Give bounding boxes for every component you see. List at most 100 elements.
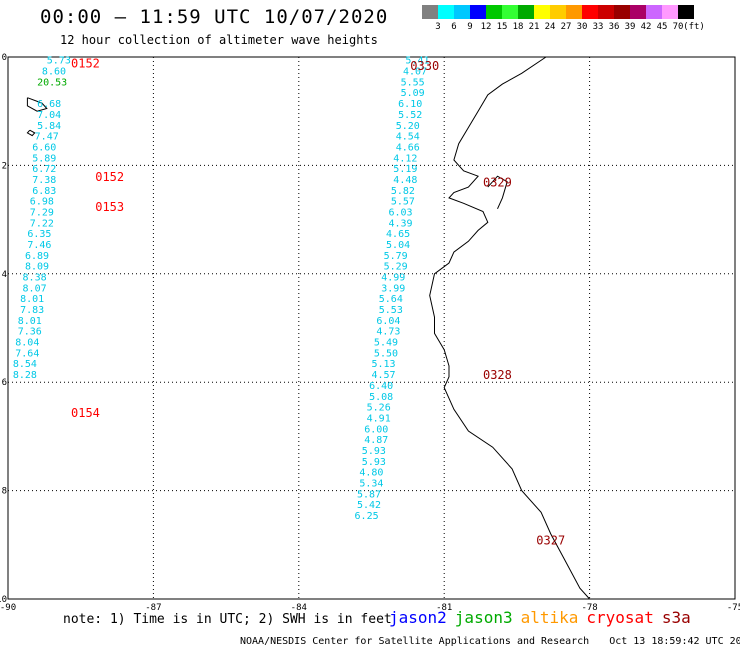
wave-height-value: 5.41 xyxy=(405,56,429,67)
color-swatch xyxy=(598,5,614,19)
wave-height-value: 6.35 xyxy=(27,229,51,240)
pass-time-label: 0328 xyxy=(483,368,512,382)
pass-time-label: 0152 xyxy=(71,56,100,70)
wave-height-value: 4.91 xyxy=(367,413,391,424)
wave-height-value: 5.93 xyxy=(362,457,386,468)
wave-height-value: 5.79 xyxy=(384,251,408,262)
island-outline xyxy=(26,129,36,137)
color-scale-bar xyxy=(422,5,694,19)
wave-height-value: 5.49 xyxy=(374,338,398,349)
wave-height-value: 7.38 xyxy=(32,175,56,186)
wave-height-value: 5.50 xyxy=(374,348,398,359)
color-swatch xyxy=(678,5,694,19)
pass-time-label: 0330 xyxy=(410,59,439,73)
legend-item-s3a: s3a xyxy=(661,608,691,627)
wave-height-value: 6.72 xyxy=(32,164,56,175)
wave-height-value: 4.66 xyxy=(396,142,420,153)
lat-tick-label: 0 xyxy=(2,53,7,63)
color-swatch xyxy=(502,5,518,19)
wave-height-value: 4.65 xyxy=(386,229,410,240)
wave-height-value: 4.87 xyxy=(364,435,388,446)
color-tick-label: 36 xyxy=(608,22,620,32)
color-tick-label: 30 xyxy=(576,22,588,32)
footer-credit: NOAA/NESDIS Center for Satellite Applica… xyxy=(240,636,590,647)
satellite-legend: jason2 jason3 altika cryosat s3a xyxy=(389,608,699,627)
wave-height-value: 4.54 xyxy=(396,132,420,143)
wave-height-value: 8.54 xyxy=(13,359,37,370)
wave-height-value: 6.04 xyxy=(376,316,400,327)
wave-height-value: 4.39 xyxy=(388,218,412,229)
lon-tick-label: -90 xyxy=(0,603,16,613)
wave-height-value: 8.04 xyxy=(15,338,39,349)
wave-height-value: 5.64 xyxy=(379,294,403,305)
wave-height-value: 5.87 xyxy=(357,489,381,500)
color-swatch xyxy=(582,5,598,19)
lat-tick-label: -10 xyxy=(0,595,7,605)
pass-time-label: 0327 xyxy=(536,533,565,547)
island-outline xyxy=(26,97,48,112)
wave-height-value: 5.29 xyxy=(384,262,408,273)
wave-height-value: 4.99 xyxy=(381,273,405,284)
color-tick-label: 39 xyxy=(624,22,636,32)
wave-height-value: 4.12 xyxy=(393,153,417,164)
wave-height-value: 5.84 xyxy=(37,121,61,132)
color-swatch xyxy=(566,5,582,19)
lat-tick-label: -8 xyxy=(0,487,7,497)
wave-height-value: 4.80 xyxy=(359,468,383,479)
wave-height-value: 5.20 xyxy=(396,121,420,132)
color-tick-label: 3 xyxy=(435,22,441,32)
wave-height-value: 3.99 xyxy=(381,283,405,294)
wave-height-value: 5.04 xyxy=(386,240,410,251)
wave-height-value: 8.28 xyxy=(13,370,37,381)
wave-height-value: 8.01 xyxy=(18,316,42,327)
wave-height-value: 5.13 xyxy=(372,359,396,370)
lon-tick-label: -81 xyxy=(436,603,452,613)
color-swatch xyxy=(486,5,502,19)
color-tick-label: (ft) xyxy=(683,22,705,32)
lon-tick-label: -84 xyxy=(291,603,307,613)
wave-height-value: 8.01 xyxy=(20,294,44,305)
map-subtitle: 12 hour collection of altimeter wave hei… xyxy=(60,33,378,47)
color-swatch xyxy=(422,5,438,19)
legend-item-altika: altika xyxy=(520,608,579,627)
wave-height-value: 8.38 xyxy=(23,273,47,284)
wave-height-value: 6.60 xyxy=(32,142,56,153)
color-swatch xyxy=(550,5,566,19)
footer-timestamp: Oct 13 18:59:42 UTC 2020 xyxy=(609,636,740,647)
wave-height-value: 5.93 xyxy=(362,446,386,457)
units-note: note: 1) Time is in UTC; 2) SWH is in fe… xyxy=(63,612,392,627)
color-tick-label: 70 xyxy=(672,22,684,32)
wave-height-value: 6.40 xyxy=(369,381,393,392)
color-tick-label: 24 xyxy=(544,22,556,32)
wave-height-value: 5.26 xyxy=(367,403,391,414)
altimeter-track: 5.414.075.555.096.105.525.204.544.664.12… xyxy=(355,56,566,548)
color-tick-label: 27 xyxy=(560,22,572,32)
footer: NOAA/NESDIS Center for Satellite Applica… xyxy=(240,636,740,647)
pass-time-label: 0152 xyxy=(95,170,124,184)
color-tick-label: 42 xyxy=(640,22,652,32)
legend-item-jason3: jason3 xyxy=(454,608,513,627)
lon-tick-label: -87 xyxy=(145,603,161,613)
legend-item-jason2: jason2 xyxy=(389,608,447,627)
wave-height-value: 5.42 xyxy=(357,500,381,511)
wave-height-value: 5.09 xyxy=(401,88,425,99)
wave-height-value: 4.48 xyxy=(393,175,417,186)
pass-time-label: 0329 xyxy=(483,176,512,190)
color-swatch xyxy=(630,5,646,19)
wave-height-value: 6.89 xyxy=(25,251,49,262)
map-frame xyxy=(7,56,736,600)
pass-time-label: 0153 xyxy=(95,200,124,214)
wave-height-value: 7.22 xyxy=(30,218,54,229)
wave-height-value: 4.73 xyxy=(376,327,400,338)
wave-height-value: 6.25 xyxy=(355,511,379,522)
map-axes: -90 -87 -84 -81 -78 -75 0 -2 -4 -6 -8 -10 xyxy=(0,53,740,613)
lon-tick-label: -78 xyxy=(581,603,597,613)
lat-tick-label: -6 xyxy=(0,378,7,388)
wave-height-value: 7.83 xyxy=(20,305,44,316)
lat-tick-label: -2 xyxy=(0,161,7,171)
wave-height-value: 8.09 xyxy=(25,262,49,273)
wave-height-value: 5.89 xyxy=(32,153,56,164)
color-swatch xyxy=(662,5,678,19)
wave-height-value: 7.29 xyxy=(30,207,54,218)
